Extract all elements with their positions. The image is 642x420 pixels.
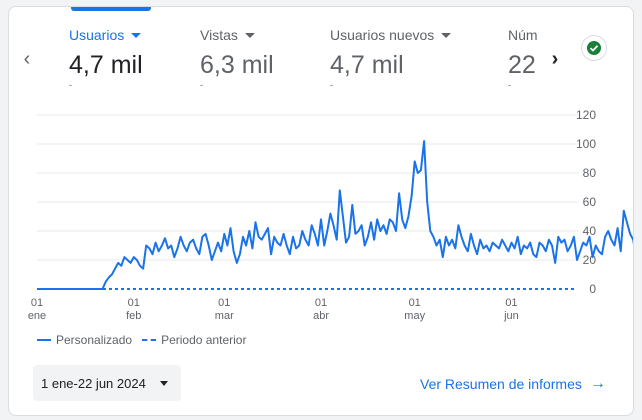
metric-dash: - (508, 80, 511, 90)
x-tick-month: may (404, 310, 425, 322)
legend-item-previous: Periodo anterior (142, 333, 246, 347)
x-tick-day: 01 (218, 297, 230, 309)
x-tick-month: abr (313, 310, 329, 322)
metric-value: 4,7 mil (69, 51, 143, 79)
metric-value: 22 (508, 51, 536, 79)
legend-label: Periodo anterior (161, 333, 247, 347)
y-tick-label: 80 (583, 166, 597, 180)
metric-value: 4,7 mil (330, 51, 404, 79)
date-range-label: 1 ene-22 jun 2024 (41, 375, 146, 391)
metric-label: Vistas (200, 27, 238, 43)
legend-dashed-swatch (142, 339, 157, 341)
x-tick-month: jun (503, 310, 519, 322)
overview-card: ‹ Usuarios 4,7 mil - Vistas 6,3 mil - Us… (8, 6, 634, 416)
x-tick-day: 01 (409, 297, 421, 309)
metric-label: Usuarios nuevos (330, 27, 435, 43)
caret-down-icon (159, 380, 168, 386)
y-tick-label: 120 (576, 108, 596, 122)
series-line-personalizado (37, 140, 633, 290)
x-tick-month: mar (215, 310, 234, 322)
metric-dash: - (69, 80, 72, 90)
y-tick-label: 0 (589, 282, 596, 296)
metric-tab-num[interactable]: Núm 22 - (508, 27, 538, 90)
caret-down-icon (441, 32, 452, 38)
x-tick-day: 01 (315, 297, 327, 309)
y-tick-label: 40 (583, 224, 597, 238)
y-tick-label: 60 (583, 195, 597, 209)
line-chart: 02040608010012001ene01feb01mar01abr01may… (28, 108, 633, 322)
arrow-right-icon: → (589, 375, 606, 392)
metric-label: Usuarios (69, 27, 125, 43)
date-range-selector[interactable]: 1 ene-22 jun 2024 (33, 365, 181, 401)
legend-label: Personalizado (56, 333, 133, 347)
chevron-right-icon[interactable]: › (551, 48, 559, 70)
check-circle-icon[interactable] (581, 35, 607, 61)
x-tick-day: 01 (505, 297, 517, 309)
metric-tab-vistas[interactable]: Vistas 6,3 mil - (200, 27, 274, 90)
x-tick-month: feb (126, 310, 141, 322)
y-tick-label: 100 (576, 137, 596, 151)
caret-down-icon (131, 32, 142, 38)
active-metric-indicator (71, 7, 151, 11)
x-tick-day: 01 (128, 297, 140, 309)
metric-label: Núm (508, 27, 538, 43)
metric-value: 6,3 mil (200, 51, 274, 79)
x-tick-month: ene (28, 310, 46, 322)
y-tick-label: 20 (583, 253, 597, 267)
legend-item-current: Personalizado (37, 333, 132, 347)
caret-down-icon (244, 32, 255, 38)
metric-tabs: Usuarios 4,7 mil - Vistas 6,3 mil - Usua… (69, 27, 539, 97)
chart-legend: Personalizado Periodo anterior (37, 333, 256, 347)
view-report-link[interactable]: Ver Resumen de informes → (420, 375, 606, 393)
metric-dash: - (200, 80, 203, 90)
chevron-left-icon[interactable]: ‹ (23, 48, 31, 70)
legend-solid-swatch (37, 339, 51, 341)
metric-tab-usuarios-nuevos[interactable]: Usuarios nuevos 4,7 mil - (330, 27, 452, 90)
metric-dash: - (330, 80, 333, 90)
x-tick-day: 01 (31, 297, 43, 309)
metric-tab-usuarios[interactable]: Usuarios 4,7 mil - (69, 27, 143, 90)
report-link-label: Ver Resumen de informes (420, 376, 582, 392)
